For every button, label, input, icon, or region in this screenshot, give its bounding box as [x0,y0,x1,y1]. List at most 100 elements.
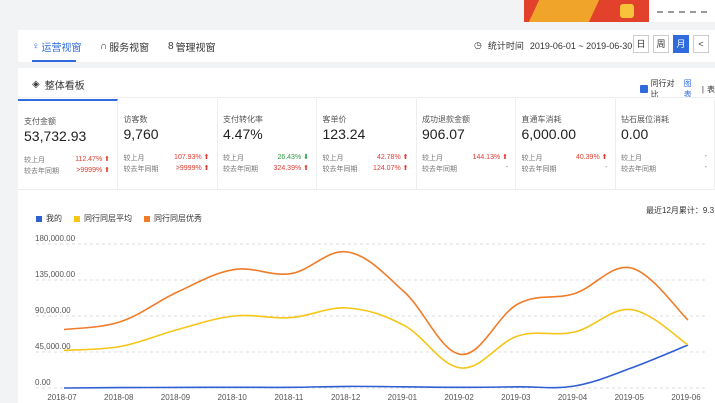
metric-card[interactable]: 钻石展位消耗 0.00 较上月 - 较去年同期 - [615,99,715,189]
period-prev-button[interactable]: < [693,35,709,53]
active-tab-indicator [32,60,76,62]
metric-label: 钻石展位消耗 [621,115,669,124]
mom-value: 144.13% ⬆ [472,154,508,161]
bulb-icon: ♀ [32,41,40,52]
chart-legend: 我的 同行同层平均 同行同层优秀 [36,213,202,224]
chart-view-link[interactable]: 图表 [683,79,692,99]
metric-label: 访客数 [123,115,148,124]
metric-mom: 较上月 - [621,153,715,163]
period-month-button[interactable]: 月 [673,35,689,53]
mom-label: 较上月 [521,155,543,162]
metric-card[interactable]: 访客数 9,760 较上月 107.93% ⬆ 较去年同期 >9999% ⬆ [118,99,218,189]
legend-label: 同行同层优秀 [154,214,202,223]
table-view-link[interactable]: 表 [707,84,715,94]
tab-label: 服务视窗 [109,43,150,54]
yoy-label: 较去年同期 [521,166,557,173]
x-tick-label: 2018-09 [161,393,191,402]
yoy-label: 较去年同期 [123,166,159,173]
divider [18,189,715,190]
metric-value: 123.24 [322,126,366,142]
mom-value: - [704,153,707,160]
y-tick-label: 90,000.00 [35,306,71,315]
x-tick-label: 2018-10 [218,393,248,402]
metric-mom: 较上月 107.93% ⬆ [124,153,218,163]
metric-mom: 较上月 42.78% ⬆ [323,153,417,163]
yoy-label: 较去年同期 [223,166,258,173]
tab-management[interactable]: 8 管理视窗 [168,39,216,54]
x-tick-label: 2019-05 [615,393,645,402]
mom-value: 107.93% ⬆ [174,154,210,161]
yoy-value: - [605,164,608,171]
yoy-value: 124.07% ⬆ [373,165,409,172]
tab-operations[interactable]: ♀ 运营视窗 [32,39,82,54]
yoy-label: 较去年同期 [24,168,59,175]
metric-card[interactable]: 成功退款金额 906.07 较上月 144.13% ⬆ 较去年同期 - [416,99,516,189]
yoy-label: 较去年同期 [621,166,656,173]
metric-value: 906.07 [422,126,465,142]
x-tick-label: 2019-03 [501,393,531,402]
metric-card[interactable]: 直通车消耗 6,000.00 较上月 40.39% ⬆ 较去年同期 - [516,99,616,189]
compare-label: 同行对比 [650,79,675,99]
metric-yoy: 较去年同期 >9999% ⬆ [24,166,118,176]
yoy-label: 较去年同期 [422,166,457,173]
panel-title: 整体看板 [44,81,85,92]
tab-label: 管理视窗 [175,43,216,54]
y-tick-label: 0.00 [35,378,51,387]
year-sum: 最近12月累计：9.3 [646,206,715,215]
compare-checkbox[interactable] [640,85,648,93]
stat-time: ◷ 统计时间 2019-06-01 ~ 2019-06-30 [474,39,632,52]
x-tick-label: 2019-06 [671,393,701,402]
mom-value: 40.39% ⬆ [575,154,608,161]
tab-service[interactable]: ∩ 服务视窗 [100,39,149,54]
metric-card[interactable]: 客单价 123.24 较上月 42.78% ⬆ 较去年同期 124.07% ⬆ [317,99,417,189]
stat-time-label: 统计时间 [487,41,524,51]
mom-value: 112.47% ⬆ [75,156,110,163]
metric-mom: 较上月 144.13% ⬆ [422,153,516,163]
banner-dash [657,11,707,13]
metric-label: 客单价 [322,115,347,124]
yoy-value: >9999% ⬆ [175,165,210,172]
period-week-button[interactable]: 周 [653,35,669,53]
mom-label: 较上月 [322,155,344,162]
x-tick-label: 2018-08 [104,393,134,402]
stat-time-value: 2019-06-01 ~ 2019-06-30 [529,40,633,51]
metric-mom: 较上月 40.39% ⬆ [522,153,616,163]
yoy-value: >9999% ⬆ [76,167,110,174]
compare-toggle[interactable]: 同行对比 图表 | 表 [640,78,715,100]
legend-label: 同行同层平均 [84,214,132,223]
metric-card[interactable]: 支付转化率 4.47% 较上月 26.43% ⬇ 较去年同期 324.39% ⬆ [217,99,317,189]
metric-value: 4.47% [223,126,263,142]
yoy-value: - [704,164,707,171]
mom-label: 较上月 [422,155,443,162]
metric-mom: 较上月 26.43% ⬇ [223,153,317,163]
layers-icon: ◈ [32,79,40,90]
metric-yoy: 较去年同期 - [422,164,516,174]
view-tabs-bar: ♀ 运营视窗 ∩ 服务视窗 8 管理视窗 ◷ 统计时间 2019-06-01 ~ 20… [18,30,715,62]
legend-item-best[interactable]: 同行同层优秀 [144,213,202,224]
series-line-avg [63,307,689,369]
legend-swatch [144,215,150,222]
metric-yoy: 较去年同期 - [522,164,616,174]
x-tick-label: 2018-11 [275,393,304,402]
metric-card[interactable]: 支付金额 53,732.93 较上月 112.47% ⬆ 较去年同期 >9999% … [18,99,118,189]
legend-label: 我的 [46,214,62,223]
headset-icon: ∩ [100,41,108,52]
legend-swatch [74,215,80,222]
metric-value: 9,760 [123,126,159,142]
legend-item-me[interactable]: 我的 [36,213,62,224]
period-day-button[interactable]: 日 [633,35,649,53]
banner-white-area [649,0,715,22]
metric-label: 支付金额 [24,117,56,126]
tab-label: 运营视窗 [41,43,82,54]
trend-chart: 180,000.00 135,000.00 90,000.00 45,000.00 0.… [35,234,708,402]
banner-badge-icon [620,4,634,18]
promo-banner[interactable] [524,0,715,22]
banner-shape [528,0,600,22]
yoy-value: 324.39% ⬆ [273,165,309,172]
y-tick-label: 45,000.00 [35,342,71,351]
overview-panel: ◈ 整体看板 同行对比 图表 | 表 支付金额 53,732.93 较上月 112… [18,68,715,403]
metric-yoy: 较去年同期 - [621,164,715,174]
metric-label: 直通车消耗 [521,115,562,124]
legend-item-avg[interactable]: 同行同层平均 [74,213,132,224]
panel-header: ◈ 整体看板 [32,77,85,92]
